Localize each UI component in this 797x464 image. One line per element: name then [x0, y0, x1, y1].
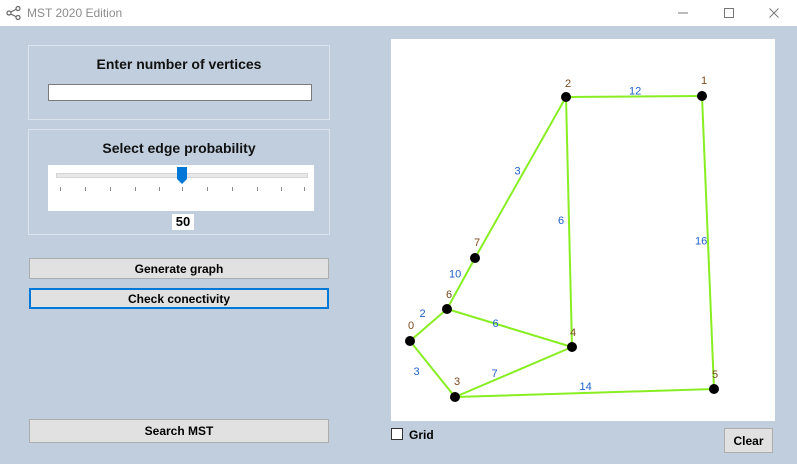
window-title: MST 2020 Edition	[27, 6, 123, 20]
slider-tick	[207, 187, 208, 191]
slider-tick	[257, 187, 258, 191]
vertices-group: Enter number of vertices	[28, 45, 330, 120]
app-graph-icon	[6, 5, 21, 21]
node-label: 0	[408, 320, 414, 332]
slider-tick	[281, 187, 282, 191]
graph-node[interactable]	[450, 392, 460, 402]
minimize-icon	[678, 12, 688, 14]
graph-canvas[interactable]: 12 3 6 16 10 2 6 3 7 14 0 1 2 3 4 5 6 7	[391, 39, 775, 421]
slider-tick	[110, 187, 111, 191]
edge-weight: 12	[629, 86, 641, 98]
slider-tick	[85, 187, 86, 191]
edge-weight: 14	[580, 381, 592, 393]
slider-tick	[135, 187, 136, 191]
graph-edge	[454, 346, 573, 398]
search-mst-button[interactable]: Search MST	[29, 419, 329, 443]
graph-node[interactable]	[470, 253, 480, 263]
edge-weight: 16	[695, 236, 707, 248]
probability-group: Select edge probability 50	[28, 129, 330, 235]
clear-button[interactable]: Clear	[724, 428, 773, 453]
close-icon	[769, 8, 779, 18]
graph-edge	[454, 388, 715, 398]
vertices-title: Enter number of vertices	[96, 56, 262, 72]
graph-node[interactable]	[709, 384, 719, 394]
node-label: 4	[570, 327, 576, 339]
check-connectivity-button[interactable]: Check conectivity	[29, 288, 329, 309]
node-label: 5	[712, 369, 718, 381]
maximize-button[interactable]	[706, 0, 752, 26]
node-label: 7	[474, 237, 480, 249]
slider-tick	[159, 187, 160, 191]
edge-weight: 3	[414, 366, 420, 378]
generate-graph-button[interactable]: Generate graph	[29, 258, 329, 279]
edge-weight: 3	[515, 166, 521, 178]
graph-node[interactable]	[697, 91, 707, 101]
edge-weight: 10	[449, 269, 461, 281]
edge-weight: 7	[492, 368, 498, 380]
grid-label: Grid	[409, 428, 434, 442]
minimize-button[interactable]	[660, 0, 706, 26]
title-bar: MST 2020 Edition	[0, 0, 797, 26]
graph-edge	[565, 95, 703, 98]
node-label: 1	[701, 75, 707, 87]
close-button[interactable]	[751, 0, 797, 26]
edge-weight: 2	[420, 308, 426, 320]
probability-slider[interactable]	[48, 165, 314, 211]
node-label: 3	[454, 376, 460, 388]
probability-title: Select edge probability	[102, 140, 256, 156]
edge-weight: 6	[493, 318, 499, 330]
vertices-input[interactable]	[48, 84, 312, 101]
slider-tick	[60, 187, 61, 191]
slider-tick	[232, 187, 233, 191]
slider-thumb[interactable]	[176, 167, 188, 184]
grid-checkbox[interactable]	[391, 428, 403, 440]
maximize-icon	[724, 8, 734, 18]
edge-weight: 6	[558, 215, 564, 227]
slider-tick	[182, 187, 183, 191]
graph-node[interactable]	[561, 92, 571, 102]
graph-edge	[409, 340, 456, 398]
node-label: 6	[446, 289, 452, 301]
node-label: 2	[565, 78, 571, 90]
graph-edge	[409, 308, 448, 342]
slider-tick	[304, 187, 305, 191]
graph-node[interactable]	[405, 336, 415, 346]
graph-node[interactable]	[567, 342, 577, 352]
graph-edge	[565, 96, 573, 348]
graph-edge	[446, 308, 573, 348]
graph-node[interactable]	[442, 304, 452, 314]
graph-edge	[701, 95, 715, 390]
graph-edge	[446, 257, 476, 310]
probability-value: 50	[172, 214, 194, 230]
graph-edge	[474, 96, 567, 259]
